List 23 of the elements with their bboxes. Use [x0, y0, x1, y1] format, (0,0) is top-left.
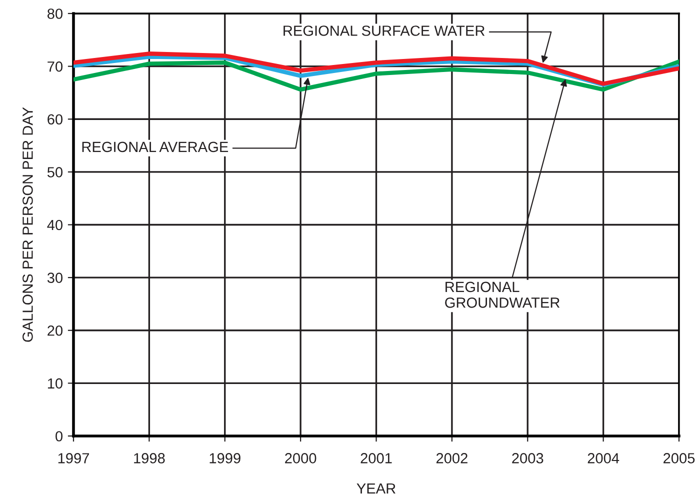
- x-axis-title: YEAR: [356, 483, 396, 494]
- x-tick-label: 1998: [134, 453, 165, 464]
- x-tick-label: 2000: [285, 453, 316, 464]
- y-tick-label: 60: [48, 114, 63, 125]
- x-tick-label: 2002: [436, 453, 468, 464]
- x-tick-label: 2005: [664, 453, 695, 464]
- y-tick-label: 40: [47, 220, 63, 230]
- annotation: REGIONAL GROUNDWATER: [445, 282, 560, 308]
- y-tick-label: 20: [48, 325, 63, 336]
- y-tick-label: 30: [47, 272, 63, 283]
- annotation: REGIONAL AVERAGE: [82, 142, 228, 152]
- x-tick-label: 1997: [58, 453, 89, 464]
- y-tick-label: 0: [56, 431, 63, 442]
- x-tick-label: 2001: [360, 453, 392, 464]
- y-tick-label: 50: [47, 167, 63, 178]
- annotation: REGIONAL SURFACE WATER: [284, 26, 485, 36]
- x-tick-label: 1999: [210, 453, 240, 464]
- x-tick-label: 2003: [512, 453, 544, 464]
- x-tick-label: 2004: [588, 453, 620, 464]
- y-tick-label: 80: [47, 8, 63, 19]
- y-axis-title: GALLONS PER PERSON PER DAY: [22, 107, 33, 342]
- y-tick-label: 10: [48, 378, 63, 389]
- y-tick-label: 70: [48, 61, 63, 72]
